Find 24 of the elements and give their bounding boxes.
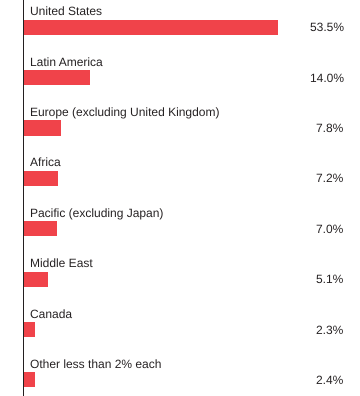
data-label: 5.1% (316, 272, 344, 286)
y-tick-label: Europe (excluding United Kingdom) (30, 105, 220, 119)
bar (24, 20, 278, 35)
bar (24, 120, 61, 136)
data-label: 7.0% (316, 222, 344, 236)
y-tick-label: Canada (30, 307, 72, 321)
y-tick-label: United States (30, 4, 102, 18)
data-label: 7.2% (316, 171, 344, 185)
data-label: 2.4% (316, 373, 344, 387)
y-tick-label: Pacific (excluding Japan) (30, 206, 164, 220)
y-tick-label: Middle East (30, 256, 94, 270)
bar (24, 221, 57, 236)
y-tick-label: Other less than 2% each (30, 357, 162, 371)
bar (24, 322, 35, 337)
data-label: 2.3% (316, 323, 344, 337)
y-tick-label: Africa (30, 155, 61, 169)
data-label: 14.0% (310, 71, 344, 85)
bar (24, 372, 35, 387)
y-tick-label: Latin America (30, 55, 104, 69)
data-label: 53.5% (310, 20, 344, 34)
bar (24, 70, 90, 85)
data-label: 7.8% (316, 121, 344, 135)
bar (24, 171, 58, 186)
bar (24, 272, 48, 287)
